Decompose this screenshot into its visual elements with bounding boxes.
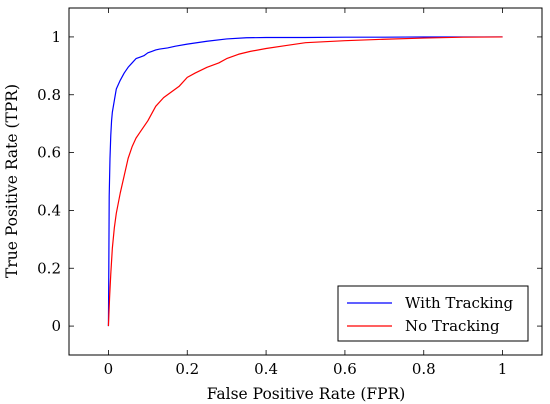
y-tick-label: 0.4 [37, 201, 61, 219]
y-tick-label: 0.8 [37, 86, 61, 104]
x-tick-label: 0.6 [333, 360, 357, 378]
x-axis-title: False Positive Rate (FPR) [207, 385, 406, 403]
legend-label-with-tracking: With Tracking [405, 294, 513, 312]
y-tick-label: 1 [51, 28, 61, 46]
x-tick-label: 0 [104, 360, 114, 378]
legend-box [337, 285, 529, 342]
x-tick-label: 1 [498, 360, 508, 378]
series-line-with-tracking [107, 36, 503, 327]
series-line-no-tracking [107, 36, 503, 327]
y-axis-title: True Positive Rate (TPR) [3, 84, 21, 278]
plot-marks: 0 0.2 0.4 0.6 0.8 1 0 0.2 0.4 0.6 0.8 1 [37, 7, 543, 378]
y-tick-label: 0.6 [37, 144, 61, 162]
x-tick-label: 0.4 [254, 360, 278, 378]
x-tick-label: 0.2 [175, 360, 199, 378]
plot-frame [68, 7, 543, 356]
y-tick-label: 0 [51, 317, 61, 335]
x-tick-label: 0.8 [412, 360, 436, 378]
legend-label-no-tracking: No Tracking [405, 317, 500, 335]
legend: With Tracking No Tracking [337, 285, 529, 342]
y-tick-label: 0.2 [37, 259, 61, 277]
